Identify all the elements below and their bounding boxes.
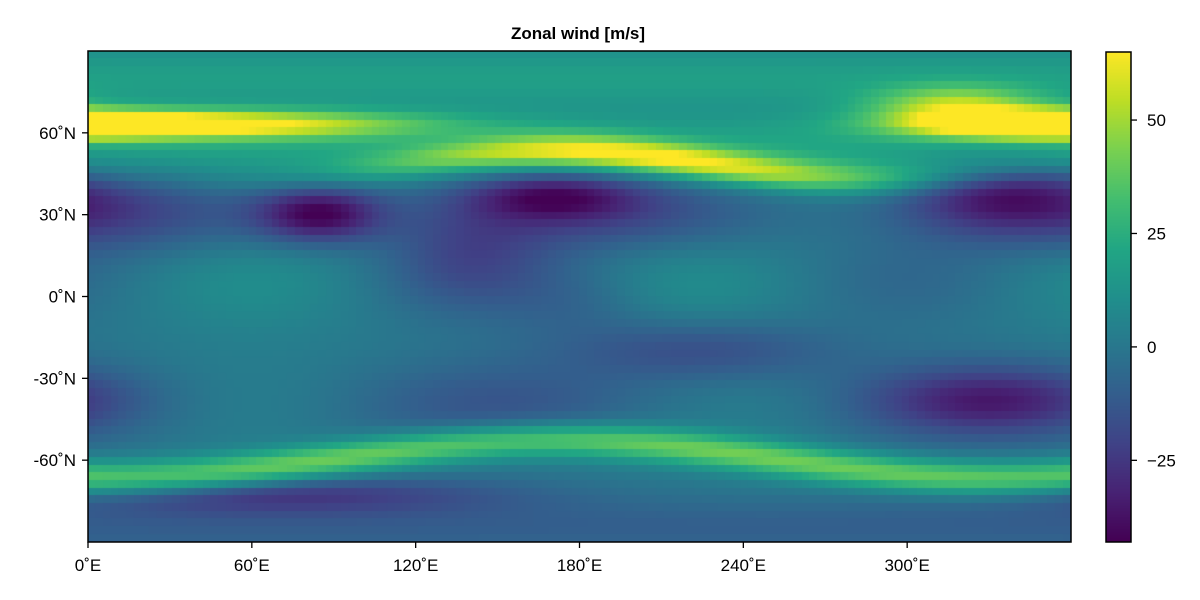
y-axis: 60˚N 30˚N 0˚N -30˚N -60˚N xyxy=(33,124,88,470)
y-tick-label: 30˚N xyxy=(39,206,76,225)
colorbar: 50 25 0 −25 xyxy=(1105,51,1176,543)
heatmap-raster xyxy=(88,51,1071,542)
colorbar-tick-label: 0 xyxy=(1147,338,1156,357)
x-tick-label: 180˚E xyxy=(557,556,602,575)
x-axis: 0˚E 60˚E 120˚E 180˚E 240˚E 300˚E xyxy=(75,542,930,575)
colorbar-tick-label: −25 xyxy=(1147,451,1176,470)
x-tick-label: 240˚E xyxy=(721,556,766,575)
x-tick-label: 120˚E xyxy=(393,556,438,575)
x-tick-label: 300˚E xyxy=(884,556,929,575)
chart-title: Zonal wind [m/s] xyxy=(511,24,645,43)
x-tick-label: 60˚E xyxy=(234,556,270,575)
colorbar-tick-label: 25 xyxy=(1147,224,1166,243)
y-tick-label: -60˚N xyxy=(33,451,76,470)
colorbar-frame xyxy=(1105,51,1132,543)
y-tick-label: 0˚N xyxy=(49,288,76,307)
x-tick-label: 0˚E xyxy=(75,556,101,575)
colorbar-gradient xyxy=(1106,52,1131,542)
colorbar-ticks: 50 25 0 −25 xyxy=(1131,111,1176,470)
heatmap-plot-area xyxy=(87,50,1072,543)
colorbar-tick-label: 50 xyxy=(1147,111,1166,130)
y-tick-label: 60˚N xyxy=(39,124,76,143)
y-tick-label: -30˚N xyxy=(33,369,76,388)
